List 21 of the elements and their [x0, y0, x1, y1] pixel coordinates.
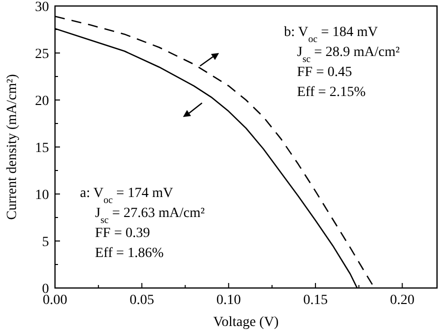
y-tick-label: 30: [35, 0, 49, 15]
annotation: b: V$_{oc}$ = 184 mV: [284, 25, 378, 44]
y-tick-label: 15: [35, 141, 49, 156]
annotation: FF = 0.39: [95, 226, 150, 241]
annotation: Eff = 2.15%: [297, 85, 366, 100]
annotation: Eff = 1.86%: [95, 246, 164, 261]
x-axis-title: Voltage (V): [213, 315, 280, 330]
annotation: J$_{sc}$ = 27.63 mA/cm²: [95, 206, 205, 226]
y-tick-label: 25: [35, 47, 49, 62]
y-tick-label: 20: [35, 94, 49, 109]
y-axis-title: Current density (mA/cm²): [5, 74, 20, 220]
annotation: J$_{sc}$ = 28.9 mA/cm²: [297, 45, 400, 64]
x-tick-label: 0.05: [130, 293, 154, 308]
annotation: FF = 0.45: [297, 65, 352, 80]
y-tick-label: 5: [42, 235, 49, 250]
x-tick-label: 0.20: [390, 293, 415, 308]
x-tick-label: 0.00: [42, 293, 68, 308]
x-tick-label: 0.15: [303, 293, 328, 308]
y-tick-label: 10: [35, 188, 49, 203]
annotation: a: V$_{oc}$ = 174 mV: [80, 186, 174, 206]
x-tick-label: 0.10: [216, 293, 241, 308]
